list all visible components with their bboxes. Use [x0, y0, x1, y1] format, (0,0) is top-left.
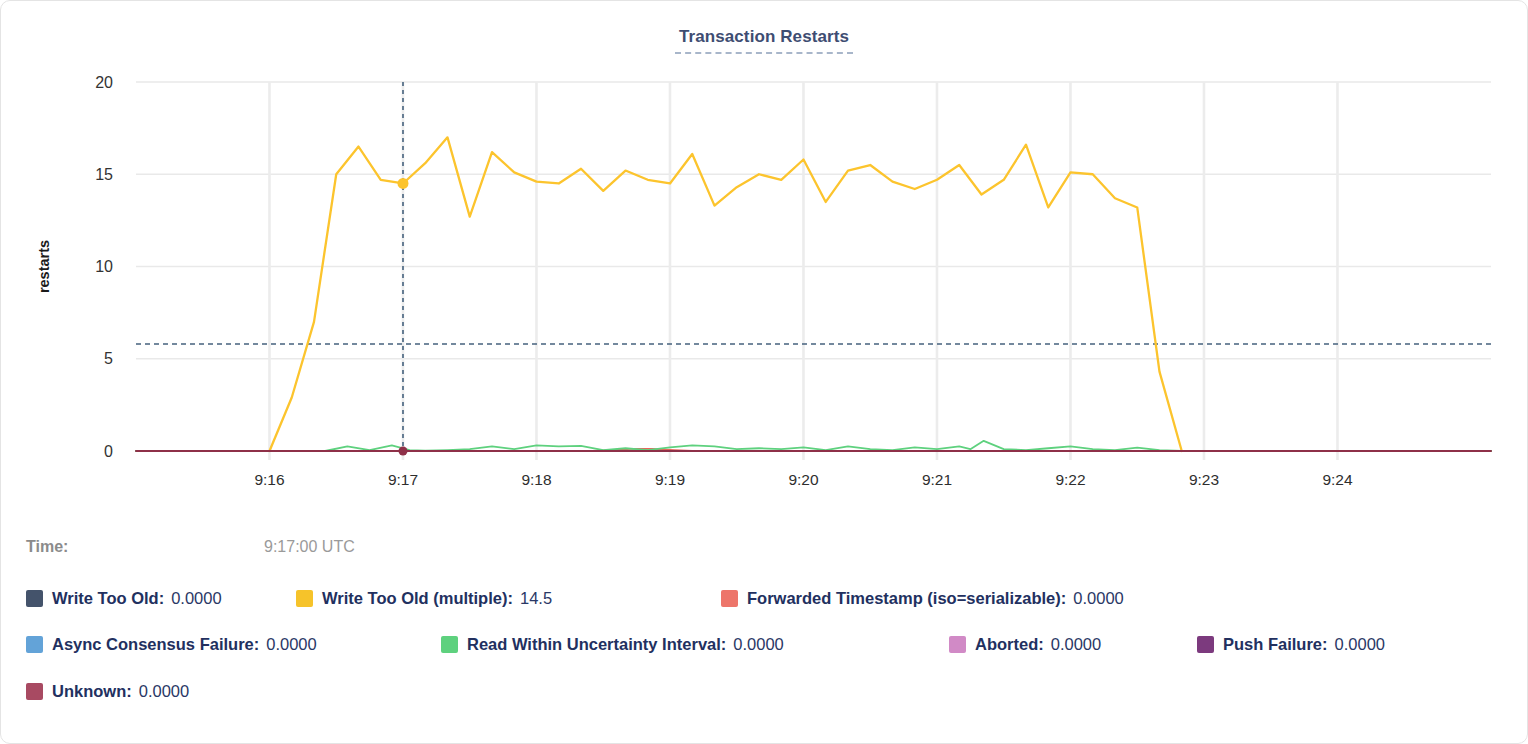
legend-swatch [26, 636, 43, 653]
svg-text:20: 20 [95, 74, 113, 91]
legend-swatch [441, 636, 458, 653]
time-label: Time: [26, 538, 68, 556]
legend-item-async-consensus-failure[interactable]: Async Consensus Failure: 0.0000 [26, 635, 317, 657]
legend-value: 0.0000 [1335, 635, 1385, 653]
svg-text:9:19: 9:19 [655, 471, 685, 488]
y-axis-label: restarts [36, 240, 52, 293]
legend-swatch [26, 590, 43, 607]
legend-label: Push Failure: [1223, 635, 1328, 653]
time-value: 9:17:00 UTC [264, 538, 355, 556]
legend-label: Async Consensus Failure: [52, 635, 259, 653]
svg-text:9:17: 9:17 [388, 471, 418, 488]
svg-text:9:20: 9:20 [788, 471, 819, 488]
svg-text:0: 0 [104, 443, 113, 460]
svg-text:9:21: 9:21 [922, 471, 952, 488]
chart-title[interactable]: Transaction Restarts [675, 27, 853, 54]
legend-label: Read Within Uncertainty Interval: [467, 635, 726, 653]
legend-item-forwarded-timestamp[interactable]: Forwarded Timestamp (iso=serializable): 0… [721, 589, 1124, 611]
legend-label: Unknown: [52, 682, 132, 700]
hover-time-row: Time: 9:17:00 UTC [1, 538, 1527, 562]
legend-value: 0.0000 [733, 635, 783, 653]
svg-text:9:22: 9:22 [1055, 471, 1085, 488]
legend-value: 14.5 [520, 589, 552, 607]
legend-label: Forwarded Timestamp (iso=serializable): [747, 589, 1066, 607]
legend-swatch [949, 636, 966, 653]
transaction-restarts-card: Transaction Restarts 0 5 10 15 20 9:16 9:17 9:1… [0, 0, 1528, 744]
legend-item-aborted[interactable]: Aborted: 0.0000 [949, 635, 1101, 657]
legend-value: 0.0000 [139, 682, 189, 700]
chart-title-wrap: Transaction Restarts [1, 27, 1527, 54]
svg-text:15: 15 [95, 166, 113, 183]
svg-text:10: 10 [95, 258, 113, 275]
legend-item-read-within-uncertainty-interval[interactable]: Read Within Uncertainty Interval: 0.0000 [441, 635, 784, 657]
transaction-restarts-chart[interactable]: 0 5 10 15 20 9:16 9:17 9:18 9:19 9:20 9:21 9:22 9:23… [1, 1, 1528, 513]
svg-text:9:16: 9:16 [254, 471, 284, 488]
svg-text:5: 5 [104, 350, 113, 367]
legend-value: 0.0000 [266, 635, 316, 653]
legend-item-unknown[interactable]: Unknown: 0.0000 [26, 682, 189, 704]
legend-value: 0.0000 [1051, 635, 1101, 653]
legend-swatch [26, 683, 43, 700]
legend-item-write-too-old[interactable]: Write Too Old: 0.0000 [26, 589, 222, 611]
svg-text:9:23: 9:23 [1189, 471, 1219, 488]
legend-swatch [296, 590, 313, 607]
legend-label: Aborted: [975, 635, 1044, 653]
legend-value: 0.0000 [171, 589, 221, 607]
svg-text:9:24: 9:24 [1322, 471, 1353, 488]
legend-item-write-too-old-multiple[interactable]: Write Too Old (multiple): 14.5 [296, 589, 552, 611]
legend-label: Write Too Old: [52, 589, 164, 607]
legend-swatch [721, 590, 738, 607]
legend-label: Write Too Old (multiple): [322, 589, 513, 607]
legend-swatch [1197, 636, 1214, 653]
legend-value: 0.0000 [1073, 589, 1123, 607]
legend-item-push-failure[interactable]: Push Failure: 0.0000 [1197, 635, 1385, 657]
svg-text:9:18: 9:18 [521, 471, 551, 488]
